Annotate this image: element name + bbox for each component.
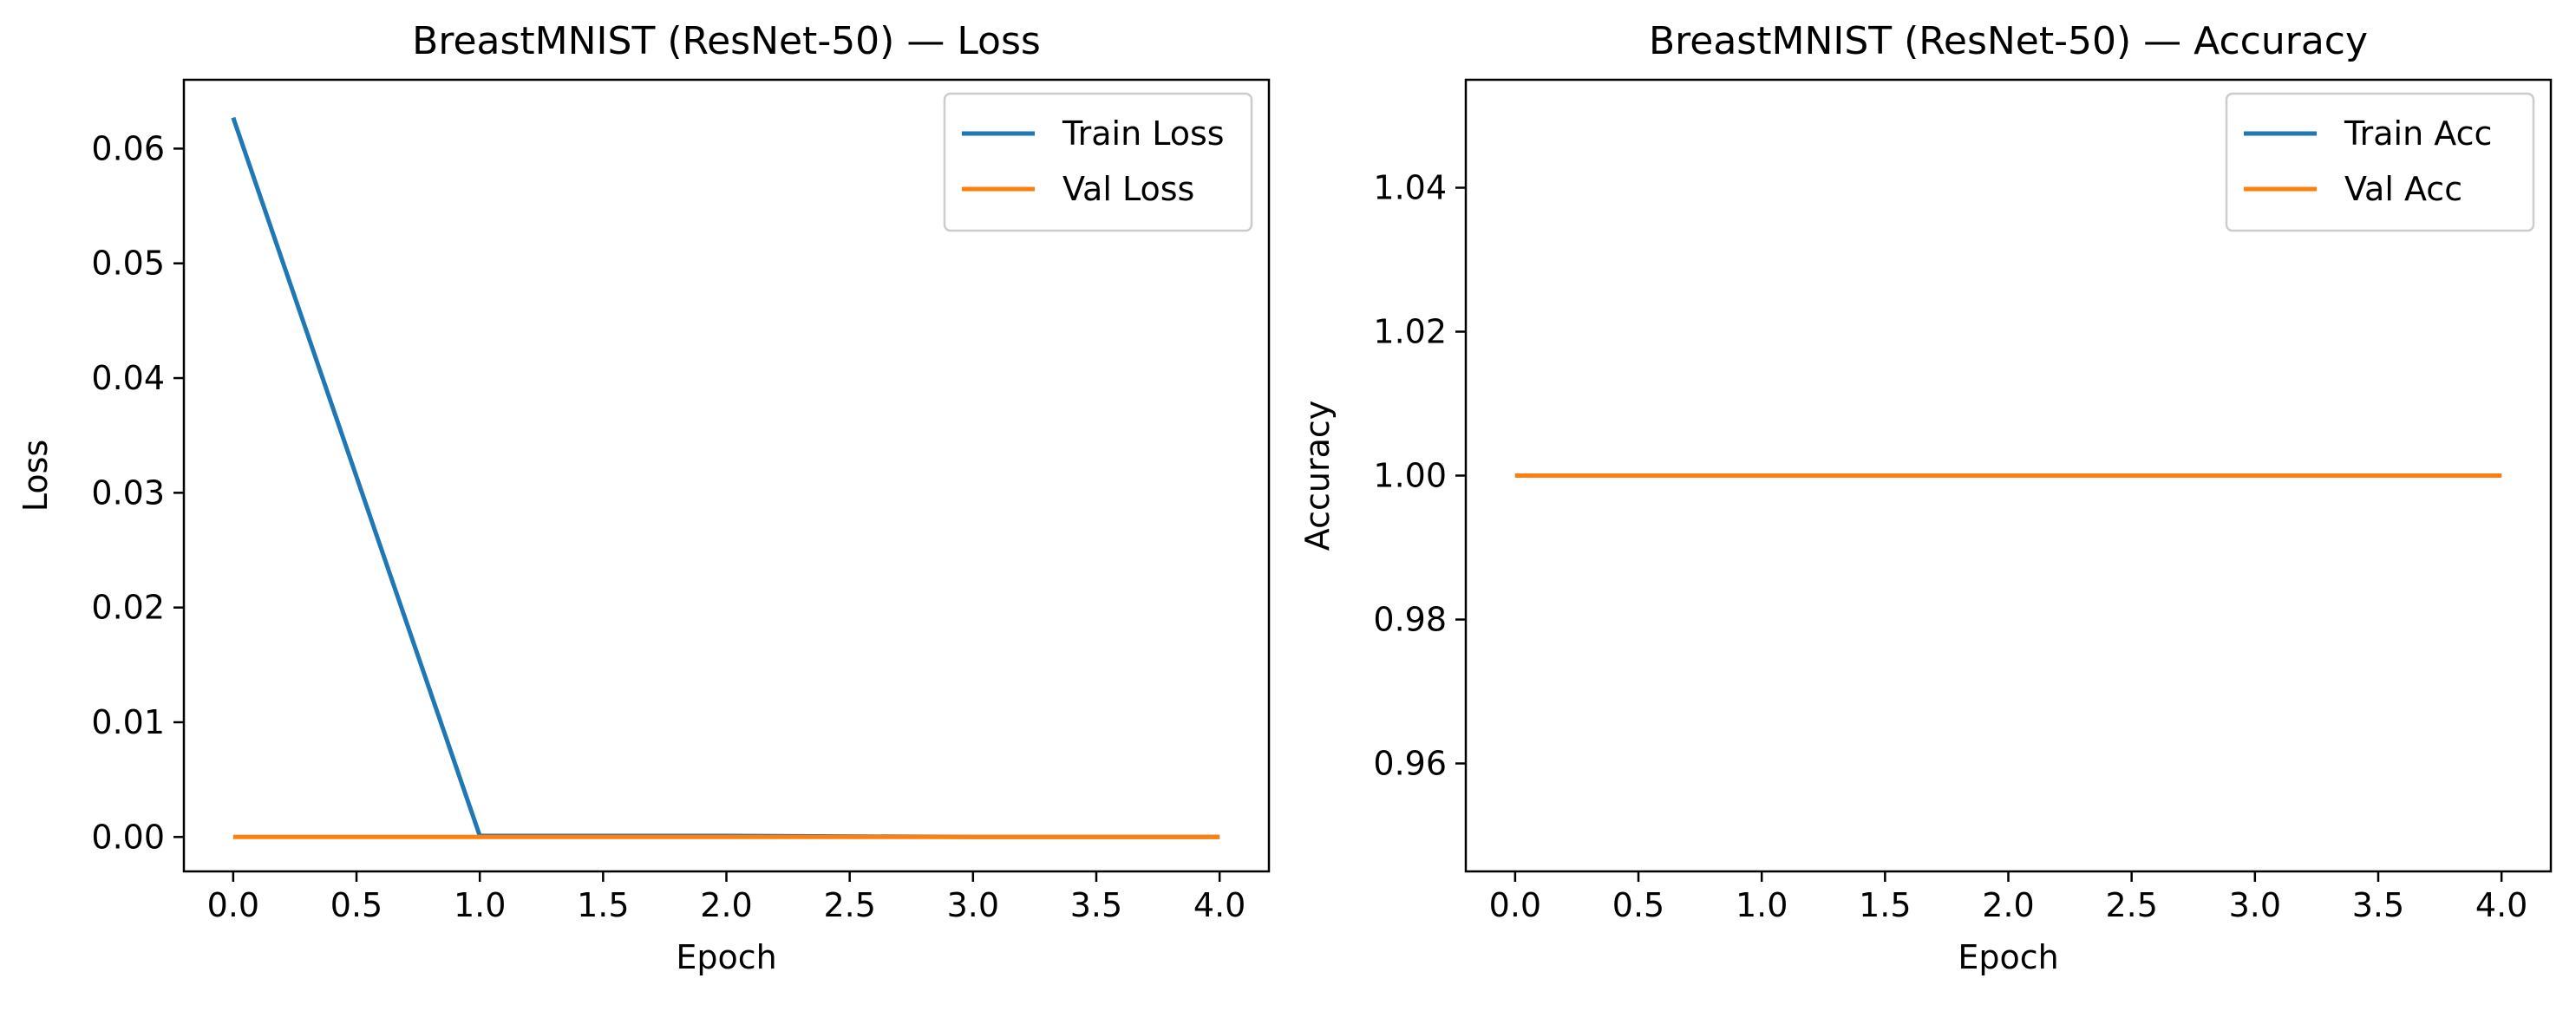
legend-box: [2225, 92, 2535, 232]
legend-box: [943, 92, 1253, 232]
y-tick-label: 1.02: [1373, 313, 1447, 351]
x-tick-label: 2.0: [1982, 886, 2034, 924]
x-tick-label: 1.0: [454, 886, 506, 924]
x-tick-label: 3.0: [2229, 886, 2281, 924]
y-tick-label: 0.04: [91, 359, 165, 397]
legend-label: Val Loss: [1062, 170, 1194, 208]
y-tick-label: 0.96: [1373, 745, 1447, 783]
x-tick-label: 2.5: [2105, 886, 2157, 924]
y-tick-label: 0.03: [91, 473, 165, 512]
y-tick-label: 0.00: [91, 818, 165, 856]
chart-0: 0.0 0.5 1.0 1.5 2.0 2.5 3.0 3.5 4.0 0.00 0.01 0.02 0…: [16, 19, 1271, 976]
x-axis-label: Epoch: [1958, 938, 2058, 976]
legend-label: Val Acc: [2344, 170, 2462, 208]
y-tick-label: 0.06: [91, 129, 165, 167]
x-tick-label: 2.5: [823, 886, 875, 924]
legend-label: Train Loss: [1062, 114, 1225, 153]
x-tick-label: 0.0: [207, 886, 259, 924]
y-tick-label: 0.01: [91, 703, 165, 741]
x-tick-label: 4.0: [2475, 886, 2527, 924]
x-tick-label: 4.0: [1193, 886, 1246, 924]
y-axis-label: Accuracy: [1298, 401, 1337, 551]
x-tick-label: 3.5: [1070, 886, 1122, 924]
y-tick-label: 0.98: [1373, 601, 1447, 639]
x-tick-label: 3.5: [2352, 886, 2404, 924]
y-tick-label: 1.04: [1373, 169, 1447, 207]
x-tick-label: 0.0: [1489, 886, 1541, 924]
x-tick-label: 1.5: [577, 886, 629, 924]
chart-title: BreastMNIST (ResNet-50) — Accuracy: [1649, 19, 2368, 63]
legend: Train Acc Val Acc: [2225, 92, 2535, 232]
chart-title: BreastMNIST (ResNet-50) — Loss: [412, 19, 1041, 63]
y-tick-label: 0.02: [91, 589, 165, 627]
x-tick-label: 2.0: [700, 886, 752, 924]
chart-1: 0.0 0.5 1.0 1.5 2.0 2.5 3.0 3.5 4.0 0.96 0.98 1.00 1…: [1298, 19, 2553, 976]
x-axis-label: Epoch: [676, 938, 776, 976]
y-tick-label: 0.05: [91, 245, 165, 283]
x-tick-label: 1.5: [1859, 886, 1911, 924]
legend-label: Train Acc: [2344, 114, 2492, 153]
y-tick-label: 1.00: [1373, 457, 1447, 495]
x-tick-label: 1.0: [1736, 886, 1788, 924]
legend: Train Loss Val Loss: [943, 92, 1253, 232]
y-axis-label: Loss: [16, 440, 55, 512]
x-tick-label: 0.5: [330, 886, 382, 924]
x-tick-label: 3.0: [947, 886, 999, 924]
x-tick-label: 0.5: [1612, 886, 1664, 924]
